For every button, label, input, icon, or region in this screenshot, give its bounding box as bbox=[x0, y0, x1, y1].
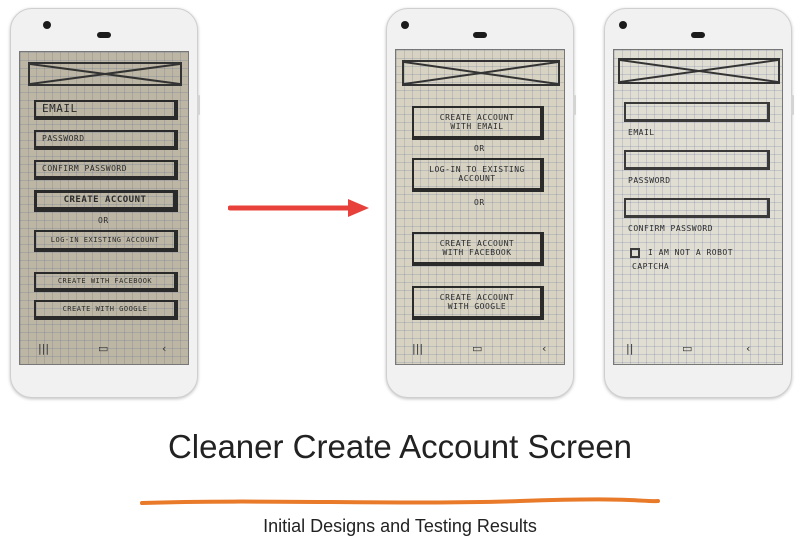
back-lines-icon: ||| bbox=[38, 342, 50, 355]
decorative-underline bbox=[140, 497, 660, 505]
camera-icon bbox=[401, 21, 409, 29]
slide-subtitle: Initial Designs and Testing Results bbox=[263, 516, 537, 536]
captcha-checkbox[interactable] bbox=[630, 248, 640, 258]
create-with-google-button[interactable]: CREATE WITH GOOGLE bbox=[34, 300, 178, 320]
or-label: OR bbox=[474, 144, 485, 153]
create-account-button[interactable]: CREATE ACCOUNT bbox=[34, 190, 178, 212]
back-chevron-icon: ‹ bbox=[746, 342, 751, 355]
confirm-password-field[interactable]: CONFIRM PASSWORD bbox=[34, 160, 178, 180]
phone-mockup-1: EMAIL PASSWORD CONFIRM PASSWORD CREATE A… bbox=[10, 8, 200, 398]
back-chevron-icon: ‹ bbox=[162, 342, 167, 355]
sketch-header-placeholder bbox=[28, 62, 182, 86]
home-rect-icon: ▭ bbox=[98, 342, 109, 355]
sketch-screen-2: CREATE ACCOUNT WITH EMAIL OR LOG-IN TO E… bbox=[395, 49, 565, 365]
confirm-password-label: CONFIRM PASSWORD bbox=[628, 224, 714, 233]
or-label: OR bbox=[474, 198, 485, 207]
email-field[interactable] bbox=[624, 102, 770, 122]
side-button bbox=[573, 95, 576, 115]
password-label: PASSWORD bbox=[628, 176, 671, 185]
captcha-caption: CAPTCHA bbox=[632, 262, 670, 271]
create-account-with-email-button[interactable]: CREATE ACCOUNT WITH EMAIL bbox=[412, 106, 544, 140]
camera-icon bbox=[619, 21, 627, 29]
password-field[interactable] bbox=[624, 150, 770, 170]
sketch-header-placeholder bbox=[402, 60, 560, 86]
transition-arrow bbox=[228, 199, 369, 217]
sketch-screen-1: EMAIL PASSWORD CONFIRM PASSWORD CREATE A… bbox=[19, 51, 189, 365]
sketch-header-placeholder bbox=[618, 58, 780, 84]
back-lines-icon: || bbox=[626, 342, 634, 355]
camera-icon bbox=[43, 21, 51, 29]
side-button bbox=[197, 95, 200, 115]
side-button bbox=[791, 95, 794, 115]
captcha-label: I AM NOT A ROBOT bbox=[648, 248, 734, 257]
back-chevron-icon: ‹ bbox=[542, 342, 547, 355]
create-with-facebook-button[interactable]: CREATE WITH FACEBOOK bbox=[34, 272, 178, 292]
phone-mockup-2: CREATE ACCOUNT WITH EMAIL OR LOG-IN TO E… bbox=[386, 8, 576, 398]
home-rect-icon: ▭ bbox=[472, 342, 483, 355]
speaker-icon bbox=[691, 32, 705, 38]
email-label: EMAIL bbox=[628, 128, 655, 137]
login-existing-account-button[interactable]: LOG-IN EXISTING ACCOUNT bbox=[34, 230, 178, 252]
back-lines-icon: ||| bbox=[412, 342, 424, 355]
confirm-password-field[interactable] bbox=[624, 198, 770, 218]
speaker-icon bbox=[473, 32, 487, 38]
password-field[interactable]: PASSWORD bbox=[34, 130, 178, 150]
slide-title: Cleaner Create Account Screen bbox=[167, 428, 633, 465]
phone-mockup-3: EMAIL PASSWORD CONFIRM PASSWORD I AM NOT… bbox=[604, 8, 794, 398]
sketch-screen-3: EMAIL PASSWORD CONFIRM PASSWORD I AM NOT… bbox=[613, 49, 783, 365]
login-existing-account-button[interactable]: LOG-IN TO EXISTING ACCOUNT bbox=[412, 158, 544, 192]
create-account-with-google-button[interactable]: CREATE ACCOUNT WITH GOOGLE bbox=[412, 286, 544, 320]
create-account-with-facebook-button[interactable]: CREATE ACCOUNT WITH FACEBOOK bbox=[412, 232, 544, 266]
speaker-icon bbox=[97, 32, 111, 38]
email-field[interactable]: EMAIL bbox=[34, 100, 178, 120]
or-label: OR bbox=[98, 216, 109, 225]
home-rect-icon: ▭ bbox=[682, 342, 693, 355]
